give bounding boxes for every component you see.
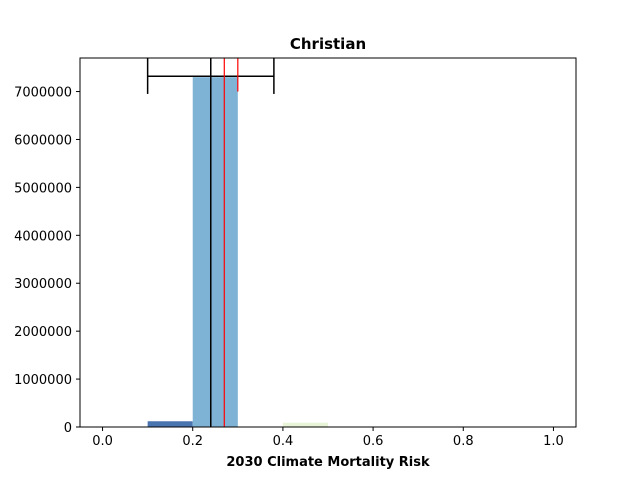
y-tick-label: 2000000 xyxy=(14,325,72,340)
y-tick-label: 5000000 xyxy=(14,181,72,196)
y-tick-label: 7000000 xyxy=(14,86,72,101)
y-tick-label: 1000000 xyxy=(14,373,72,388)
x-tick-label: 1.0 xyxy=(543,434,564,449)
x-tick-label: 0.4 xyxy=(273,434,294,449)
axes-frame xyxy=(79,57,577,428)
y-tick-label: 4000000 xyxy=(14,229,72,244)
y-tick-label: 6000000 xyxy=(14,133,72,148)
y-tick-label: 3000000 xyxy=(14,277,72,292)
y-axis: 0 1000000 2000000 3000000 4000000 5000000 6000… xyxy=(14,86,80,436)
histogram-bar-1 xyxy=(147,421,193,427)
x-axis-label: 2030 Climate Mortality Risk xyxy=(226,455,430,470)
chart-title: Christian xyxy=(290,35,366,53)
histogram-bar-3 xyxy=(282,422,328,427)
plot-area xyxy=(146,58,328,428)
histogram-bar-2 xyxy=(192,77,238,428)
x-tick-label: 0.6 xyxy=(363,434,384,449)
x-tick-label: 0.2 xyxy=(182,434,203,449)
x-axis: 0.0 0.2 0.4 0.6 0.8 1.0 xyxy=(92,427,564,449)
y-tick-label: 0 xyxy=(64,421,72,436)
x-tick-label: 0.8 xyxy=(453,434,474,449)
x-tick-label: 0.0 xyxy=(92,434,113,449)
